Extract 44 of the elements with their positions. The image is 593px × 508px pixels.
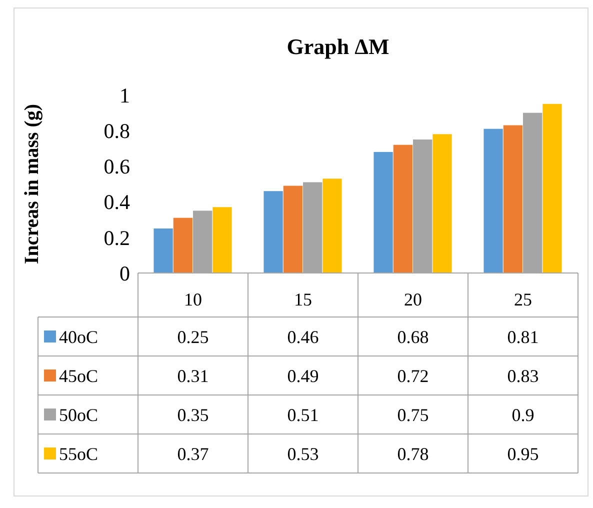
data-label: 0.81 — [507, 326, 539, 347]
x-tick-label: 20 — [404, 289, 422, 310]
bar — [484, 128, 503, 273]
legend-label: 40oC — [59, 326, 98, 347]
bar — [542, 104, 562, 273]
data-label: 0.68 — [397, 326, 429, 347]
chart-title: Graph ΔM — [286, 34, 390, 59]
bar — [264, 191, 283, 273]
bar — [374, 152, 393, 273]
bar — [154, 228, 173, 273]
legend-label: 45oC — [59, 366, 98, 386]
y-tick-label: 0.8 — [104, 118, 130, 143]
bar — [212, 207, 232, 273]
y-axis-title: Increas in mass (g) — [21, 104, 43, 264]
data-label: 0.9 — [512, 404, 534, 425]
legend-label: 50oC — [59, 404, 98, 425]
data-label: 0.83 — [507, 366, 539, 386]
bar — [283, 186, 302, 273]
data-label: 0.35 — [177, 404, 209, 425]
y-tick-label: 1 — [120, 83, 130, 108]
data-label: 0.31 — [177, 366, 209, 386]
data-label: 0.78 — [397, 444, 429, 464]
y-tick-label: 0.2 — [104, 226, 130, 250]
x-tick-label: 10 — [184, 289, 202, 310]
x-tick-label: 15 — [294, 289, 312, 310]
legend-label: 55oC — [59, 444, 98, 464]
data-label: 0.46 — [287, 326, 319, 347]
bar — [503, 125, 522, 273]
bar — [173, 218, 192, 273]
y-tick-label: 0 — [120, 261, 130, 286]
data-label: 0.95 — [507, 444, 539, 464]
y-tick-label: 0.6 — [104, 154, 130, 179]
data-label: 0.49 — [287, 366, 319, 386]
bar — [393, 144, 412, 273]
data-label: 0.37 — [177, 444, 209, 464]
data-label: 0.51 — [287, 404, 319, 425]
data-label: 0.25 — [177, 326, 209, 347]
bar — [432, 134, 452, 273]
x-tick-label: 25 — [514, 289, 532, 310]
data-label: 0.72 — [397, 366, 429, 386]
y-tick-label: 0.4 — [104, 190, 130, 214]
data-label: 0.53 — [287, 444, 319, 464]
bar — [322, 178, 342, 273]
data-label: 0.75 — [397, 404, 429, 425]
